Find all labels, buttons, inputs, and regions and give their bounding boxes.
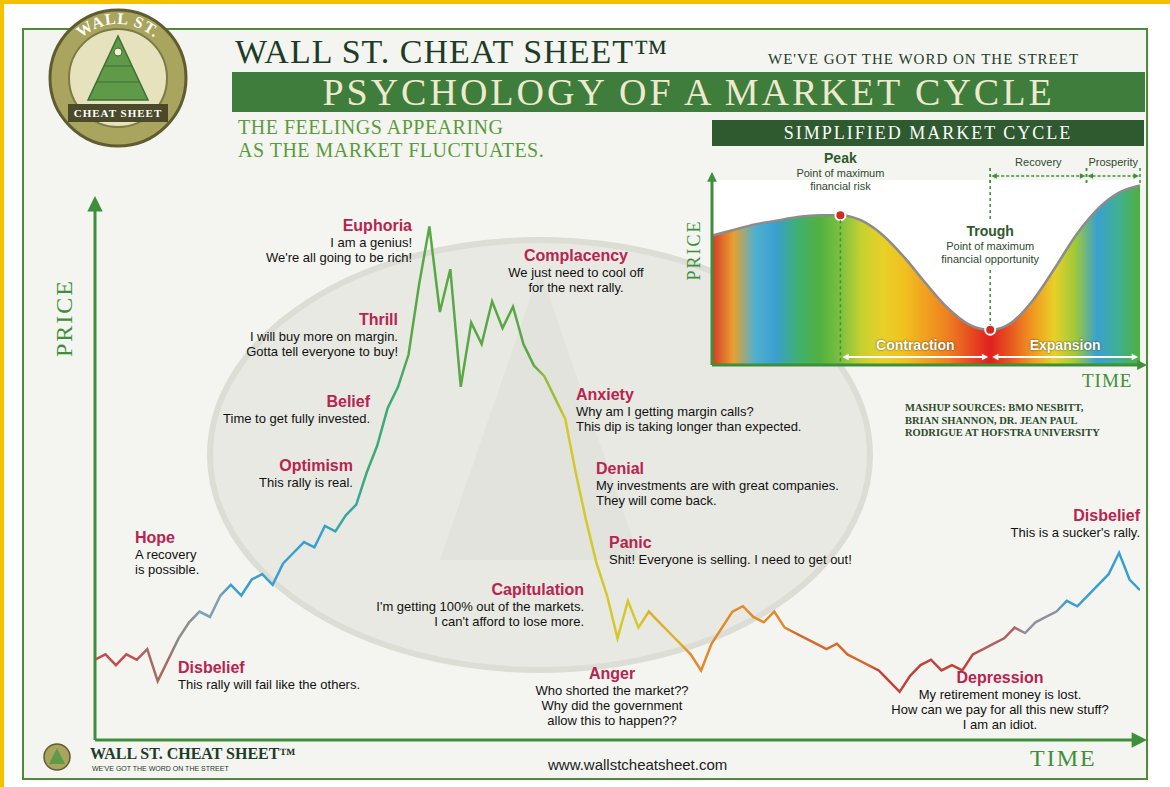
html-text:Denial: Denial — [596, 460, 644, 477]
html-text:Point of maximum: Point of maximum — [796, 167, 885, 179]
html-text:Contraction: Contraction — [876, 337, 955, 353]
html-text:Anger: Anger — [588, 665, 636, 682]
html-text:Time to get fully invested.: Time to get fully invested. — [223, 411, 370, 426]
html-text:WALL ST. CHEAT SHEET™: WALL ST. CHEAT SHEET™ — [235, 33, 669, 70]
html-text:PSYCHOLOGY OF A MARKET CYCLE: PSYCHOLOGY OF A MARKET CYCLE — [322, 71, 1055, 113]
html-text:I can't afford to lose more.: I can't afford to lose more. — [434, 614, 584, 629]
html-text:is possible.: is possible. — [135, 562, 200, 577]
html-text:I'm getting 100% out of the ma: I'm getting 100% out of the markets. — [376, 599, 584, 614]
html-text:Recovery: Recovery — [1015, 156, 1062, 168]
html-text:SIMPLIFIED MARKET CYCLE: SIMPLIFIED MARKET CYCLE — [783, 123, 1073, 143]
html-text:We're all going to be rich!: We're all going to be rich! — [266, 250, 412, 265]
html-text:Why did the government: Why did the government — [541, 698, 683, 713]
html-text:MASHUP SOURCES: BMO NESBITT,: MASHUP SOURCES: BMO NESBITT, — [905, 402, 1084, 413]
html-text:BRIAN SHANNON, DR. JEAN PAUL: BRIAN SHANNON, DR. JEAN PAUL — [905, 414, 1078, 426]
html-text:Belief: Belief — [326, 393, 370, 410]
html-text:TIME: TIME — [1030, 745, 1097, 771]
html-text:Disbelief: Disbelief — [178, 659, 245, 676]
html-text:Disbelief: Disbelief — [1073, 507, 1140, 524]
html-text:This rally is real.: This rally is real. — [259, 475, 353, 490]
html-text:How can we pay for all this ne: How can we pay for all this new stuff? — [891, 702, 1109, 717]
html-text:Trough: Trough — [966, 223, 1014, 239]
svg-text:PRICE: PRICE — [684, 219, 704, 280]
html-text:I will buy more on margin.: I will buy more on margin. — [249, 329, 398, 344]
svg-text:PRICE: PRICE — [51, 279, 77, 357]
html-text:TIME: TIME — [1082, 370, 1133, 391]
html-text:My retirement money is lost.: My retirement money is lost. — [918, 687, 1082, 702]
html-text:financial risk: financial risk — [810, 180, 871, 192]
html-text:AS THE MARKET FLUCTUATES.: AS THE MARKET FLUCTUATES. — [238, 139, 545, 161]
html-text:Who shorted the market??: Who shorted the market?? — [535, 683, 689, 698]
html-text:Capitulation: Capitulation — [491, 581, 584, 598]
html-text:Gotta tell everyone to buy!: Gotta tell everyone to buy! — [246, 344, 398, 359]
html-text:for the next rally.: for the next rally. — [528, 280, 624, 295]
html-text:A recovery: A recovery — [135, 547, 197, 562]
html-text:We just need to cool off: We just need to cool off — [508, 265, 644, 280]
html-text:This is a sucker's rally.: This is a sucker's rally. — [1010, 525, 1140, 540]
html-text:Why am I getting margin calls?: Why am I getting margin calls? — [576, 404, 754, 419]
html-text:This rally will fail like the: This rally will fail like the others. — [178, 677, 361, 692]
html-text:financial opportunity: financial opportunity — [941, 253, 1040, 265]
html-text:Prosperity: Prosperity — [1088, 156, 1138, 168]
html-text:WALL ST. CHEAT SHEET™: WALL ST. CHEAT SHEET™ — [90, 745, 296, 762]
html-text:THE FEELINGS APPEARING: THE FEELINGS APPEARING — [238, 116, 504, 138]
html-text:allow this to happen??: allow this to happen?? — [547, 713, 677, 728]
html-text:Anxiety: Anxiety — [576, 386, 634, 403]
html-text:WE'VE GOT THE WORD ON THE STRE: WE'VE GOT THE WORD ON THE STREET — [92, 765, 229, 772]
html-text:Peak: Peak — [824, 150, 857, 166]
html-text:Shit! Everyone is selling. I n: Shit! Everyone is selling. I need to get… — [609, 552, 852, 567]
html-text:Hope: Hope — [135, 529, 175, 546]
svg-text:WALL ST.: WALL ST. — [73, 10, 164, 41]
html-text:Point of maximum: Point of maximum — [946, 240, 1035, 252]
html-text:Complacency: Complacency — [524, 247, 628, 264]
html-text:Optimism: Optimism — [279, 457, 353, 474]
html-text:Depression: Depression — [956, 669, 1044, 686]
html-text:Panic: Panic — [609, 534, 652, 551]
html-text:I am an idiot.: I am an idiot. — [962, 717, 1038, 732]
html-text:Expansion: Expansion — [1029, 337, 1101, 353]
html-text:Thrill: Thrill — [358, 311, 398, 328]
html-text:They will come back.: They will come back. — [596, 493, 717, 508]
html-text:www.wallstcheatsheet.com: www.wallstcheatsheet.com — [548, 756, 728, 773]
html-text:RODRIGUE AT HOFSTRA UNIVERSITY: RODRIGUE AT HOFSTRA UNIVERSITY — [905, 427, 1100, 438]
html-text:This dip is taking longer than: This dip is taking longer than expected. — [576, 419, 802, 434]
html-text:I am a genius!: I am a genius! — [330, 235, 412, 250]
html-text:My investments are with great: My investments are with great companies. — [596, 478, 839, 493]
html-text:WE'VE GOT THE WORD ON THE STRE: WE'VE GOT THE WORD ON THE STREET — [768, 51, 1080, 67]
html-text:Euphoria: Euphoria — [342, 217, 412, 234]
svg-text:CHEAT SHEET: CHEAT SHEET — [74, 107, 163, 119]
